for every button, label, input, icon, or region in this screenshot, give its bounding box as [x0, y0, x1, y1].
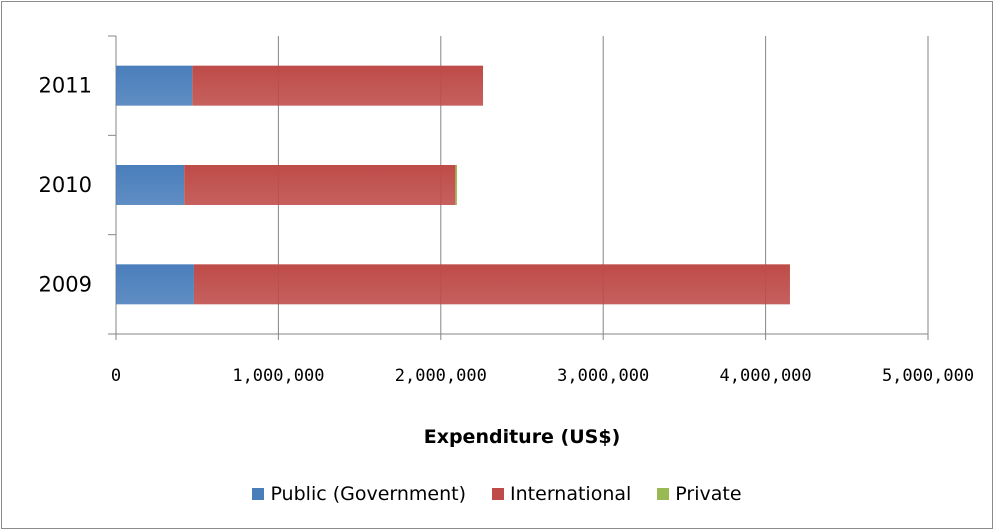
legend-item: International [492, 483, 631, 505]
x-tick-label: 2,000,000 [395, 366, 487, 386]
bar-public-government-2009 [116, 264, 194, 305]
legend-item: Public (Government) [252, 483, 466, 505]
legend-swatch [492, 488, 505, 500]
y-category-label: 2009 [39, 272, 92, 296]
chart-legend: Public (Government) International Private [0, 482, 994, 506]
bar-private-2010 [455, 165, 458, 205]
legend-label: Private [675, 483, 742, 505]
x-axis-title: Expenditure (US$) [423, 426, 621, 448]
legend-swatch [252, 488, 265, 500]
x-tick-label: 1,000,000 [232, 366, 324, 386]
bar-public-government-2010 [116, 165, 185, 205]
x-tick-label: 4,000,000 [720, 366, 812, 386]
legend-label: International [510, 483, 632, 505]
bar-public-government-2011 [116, 65, 193, 106]
bar-international-2010 [184, 165, 456, 205]
y-category-label: 2010 [39, 173, 92, 197]
legend-swatch [657, 488, 670, 500]
x-tick-label: 0 [111, 366, 121, 386]
y-category-label: 2011 [39, 74, 92, 98]
legend-item: Private [657, 483, 742, 505]
legend-label: Public (Government) [270, 483, 467, 505]
x-tick-label: 3,000,000 [557, 366, 649, 386]
bar-international-2011 [192, 65, 484, 106]
bar-international-2009 [193, 264, 790, 305]
x-tick-label: 5,000,000 [882, 366, 974, 386]
